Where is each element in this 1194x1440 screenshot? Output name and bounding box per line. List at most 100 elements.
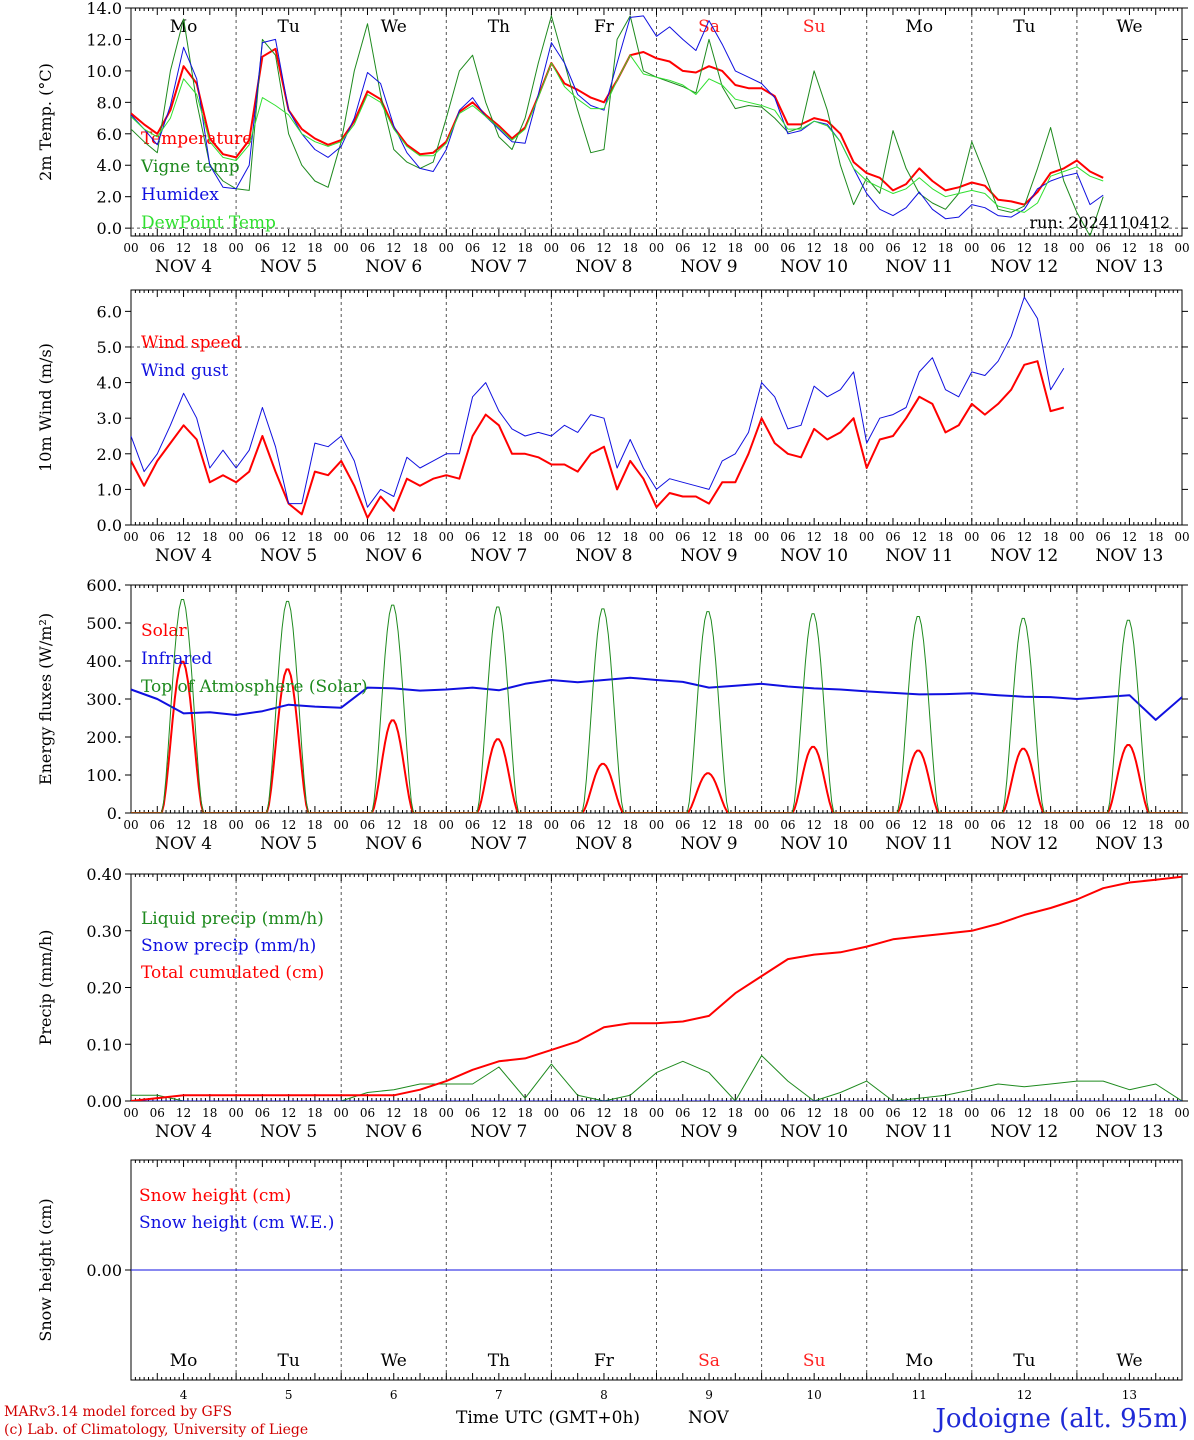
day-name-label: Th xyxy=(488,17,510,37)
x-hour-label: 18 xyxy=(728,818,743,832)
x-date-label: NOV 9 xyxy=(681,834,738,854)
x-hour-label: 18 xyxy=(517,1106,532,1120)
x-hour-label: 06 xyxy=(885,1106,900,1120)
x-hour-label: 06 xyxy=(465,818,480,832)
x-date-label: NOV 8 xyxy=(575,257,632,277)
day-name-label: Su xyxy=(803,17,826,37)
y-tick-label: 4.0 xyxy=(97,156,122,175)
footer-model: MARv3.14 model forced by GFS xyxy=(4,1404,232,1420)
x-hour-label: 00 xyxy=(544,818,559,832)
x-hour-label: 00 xyxy=(544,1106,559,1120)
x-axis-label: Time UTC (GMT+0h) xyxy=(456,1408,640,1428)
x-hour-label: 00 xyxy=(123,241,138,255)
x-date-label: NOV 13 xyxy=(1096,257,1164,277)
x-hour-label: 06 xyxy=(780,241,795,255)
legend-entry: Temperature xyxy=(141,129,252,149)
x-hour-label: 06 xyxy=(255,1106,270,1120)
legend-entry: Infrared xyxy=(141,649,212,669)
x-hour-label: 06 xyxy=(885,241,900,255)
x-hour-label: 06 xyxy=(465,1106,480,1120)
legend-entry: Wind speed xyxy=(141,333,242,353)
x-hour-label: 18 xyxy=(833,530,848,544)
x-hour-label: 18 xyxy=(1043,818,1058,832)
panel-snow: 0.00 Snow height (cm) Mo Tu We Th Fr Sa Su Mo Tu We… xyxy=(36,1159,1188,1402)
y-tick-label: 500. xyxy=(86,614,122,633)
x-hour-label: 06 xyxy=(570,530,585,544)
series-line xyxy=(131,875,1182,1101)
x-hour-label: 18 xyxy=(202,1106,217,1120)
location-title: Jodoigne (alt. 95m) xyxy=(932,1404,1188,1434)
x-date-label: NOV 6 xyxy=(365,257,422,277)
x-hour-label: 18 xyxy=(833,241,848,255)
x-hour-label: 06 xyxy=(1096,818,1111,832)
x-date-label: NOV 4 xyxy=(155,546,212,566)
legend-entry: Total cumulated (cm) xyxy=(141,963,324,983)
x-date-label: NOV 5 xyxy=(260,546,317,566)
y-tick-label: 5.0 xyxy=(97,338,122,357)
y-tick-label: 0.0 xyxy=(97,219,122,238)
y-tick-label: 3.0 xyxy=(97,409,122,428)
x-hour-label: 00 xyxy=(439,241,454,255)
y-tick-label: 0.10 xyxy=(86,1035,122,1054)
x-hour-label: 18 xyxy=(938,530,953,544)
x-hour-label: 12 xyxy=(912,530,927,544)
x-hour-label: 12 xyxy=(176,1106,191,1120)
series-line xyxy=(131,15,1104,236)
x-hour-label: 00 xyxy=(1069,530,1084,544)
x-hour-label: 00 xyxy=(439,818,454,832)
x-hour-label: 00 xyxy=(228,818,243,832)
day-number-label: 11 xyxy=(912,1388,927,1402)
x-hour-label: 18 xyxy=(1043,241,1058,255)
x-hour-label: 12 xyxy=(701,530,716,544)
x-hour-label: 00 xyxy=(649,818,664,832)
x-date-label: NOV 12 xyxy=(990,546,1058,566)
day-number-label: 8 xyxy=(600,1388,608,1402)
x-hour-label: 00 xyxy=(228,1106,243,1120)
x-hour-label: 00 xyxy=(439,1106,454,1120)
x-hour-label: 06 xyxy=(150,241,165,255)
x-hour-label: 12 xyxy=(176,530,191,544)
x-hour-label: 00 xyxy=(649,241,664,255)
legend-entry: Humidex xyxy=(141,185,219,205)
run-label: run: 2024110412 xyxy=(1029,213,1170,232)
x-date-label: NOV 9 xyxy=(681,546,738,566)
x-hour-label: 06 xyxy=(1096,241,1111,255)
y-tick-label: 12.0 xyxy=(86,30,122,49)
x-date-label: NOV 4 xyxy=(155,834,212,854)
x-date-label: NOV 10 xyxy=(780,257,848,277)
day-number-label: 4 xyxy=(180,1388,188,1402)
x-hour-label: 12 xyxy=(281,818,296,832)
x-hour-label: 00 xyxy=(334,818,349,832)
x-hour-label: 06 xyxy=(990,1106,1005,1120)
series-line xyxy=(131,1055,1182,1101)
y-tick-label: 0. xyxy=(107,804,122,823)
y-tick-label: 400. xyxy=(86,652,122,671)
x-hour-label: 12 xyxy=(596,818,611,832)
panel-wind: 0.0 1.0 2.0 3.0 4.0 5.0 6.0 10m Wind (m/s) 00 06 1… xyxy=(36,289,1190,566)
x-hour-label: 12 xyxy=(596,1106,611,1120)
x-hour-label: 12 xyxy=(1122,1106,1137,1120)
x-hour-label: 12 xyxy=(807,530,822,544)
x-hour-label: 12 xyxy=(1017,818,1032,832)
x-hour-label: 06 xyxy=(990,241,1005,255)
x-hour-label: 18 xyxy=(307,241,322,255)
x-hour-label: 06 xyxy=(885,530,900,544)
day-name-label: Tu xyxy=(1013,17,1035,37)
x-date-label: NOV 8 xyxy=(575,1122,632,1142)
day-name-label: Sa xyxy=(698,1351,720,1371)
x-date-label: NOV 7 xyxy=(470,546,527,566)
day-name-label: We xyxy=(381,17,407,37)
x-date-label: NOV 7 xyxy=(470,834,527,854)
x-hour-label: 06 xyxy=(150,530,165,544)
x-hour-label: 12 xyxy=(912,818,927,832)
x-hour-label: 12 xyxy=(807,818,822,832)
x-hour-label: 00 xyxy=(228,241,243,255)
x-hour-label: 18 xyxy=(202,818,217,832)
day-name-label: We xyxy=(1116,1351,1142,1371)
x-date-label: NOV 6 xyxy=(365,1122,422,1142)
y-tick-label: 0.20 xyxy=(86,979,122,998)
x-hour-label: 18 xyxy=(1148,818,1163,832)
y-tick-label: 2.0 xyxy=(97,445,122,464)
y-tick-label: 100. xyxy=(86,766,122,785)
